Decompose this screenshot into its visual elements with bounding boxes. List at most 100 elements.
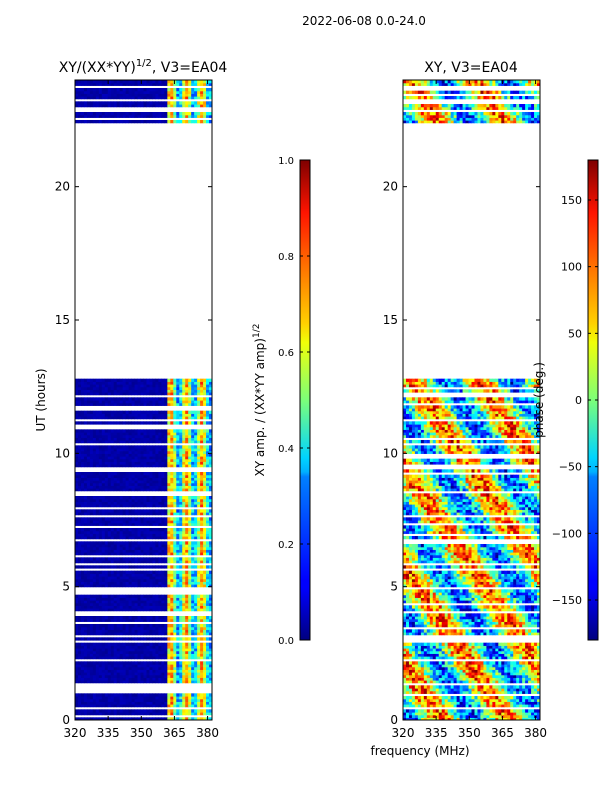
heatmap-cell [122, 698, 127, 702]
heatmap-cell [107, 450, 112, 454]
heatmap-cell [83, 701, 88, 705]
heatmap-cell [122, 120, 127, 124]
heatmap-cell [161, 656, 165, 660]
heatmap-cell [122, 552, 127, 556]
heatmap-cell [98, 632, 103, 636]
heatmap-cell [140, 450, 144, 454]
heatmap-cell [152, 624, 156, 628]
heatmap-cell [200, 546, 204, 550]
heatmap-cell [131, 557, 135, 561]
heatmap-cell [191, 512, 195, 516]
heatmap-cell [164, 661, 168, 665]
heatmap-cell [200, 381, 204, 385]
heatmap-cell [179, 474, 183, 478]
heatmap-cell [197, 704, 201, 708]
heatmap-cell [104, 421, 109, 425]
heatmap-cell [176, 448, 180, 452]
heatmap-cell [119, 600, 124, 604]
heatmap-cell [209, 450, 212, 454]
heatmap-cell [122, 653, 127, 657]
heatmap-cell [83, 378, 88, 382]
heatmap-cell [98, 597, 103, 601]
heatmap-cell [80, 413, 85, 417]
heatmap-cell [194, 576, 198, 580]
heatmap-cell [182, 114, 186, 118]
heatmap-cell [86, 397, 91, 401]
heatmap-cell [152, 504, 156, 508]
heatmap-cell [191, 677, 195, 681]
heatmap-cell [86, 570, 91, 574]
heatmap-cell [119, 565, 124, 569]
heatmap-cell [158, 93, 162, 97]
heatmap-cell [110, 498, 115, 502]
heatmap-cell [122, 434, 127, 438]
heatmap-cell [128, 421, 132, 425]
heatmap-cell [191, 653, 195, 657]
heatmap-cell [164, 120, 168, 124]
heatmap-cell [197, 696, 201, 700]
heatmap-cell [80, 696, 85, 700]
heatmap-cell [197, 672, 201, 676]
heatmap-cell [143, 618, 147, 622]
heatmap-row [75, 392, 212, 396]
heatmap-cell [107, 410, 112, 414]
heatmap-cell [131, 573, 135, 577]
heatmap-cell [95, 509, 100, 513]
heatmap-cell [158, 541, 162, 545]
heatmap-cell [104, 450, 109, 454]
heatmap-cell [158, 666, 162, 670]
heatmap-cell [95, 445, 100, 449]
heatmap-cell [80, 552, 85, 556]
heatmap-cell [134, 464, 138, 468]
heatmap-cell [104, 656, 109, 660]
heatmap-cell [116, 381, 121, 385]
heatmap-cell [77, 432, 82, 436]
heatmap-cell [77, 632, 82, 636]
heatmap-cell [182, 402, 186, 406]
heatmap-cell [134, 573, 138, 577]
heatmap-cell [83, 456, 88, 460]
heatmap-cell [176, 602, 180, 606]
heatmap-cell [116, 648, 121, 652]
heatmap-cell [116, 696, 121, 700]
heatmap-cell [143, 661, 147, 665]
heatmap-cell [95, 432, 100, 436]
heatmap-cell [164, 530, 168, 534]
heatmap-cell [143, 445, 147, 449]
heatmap-cell [179, 608, 183, 612]
heatmap-cell [131, 432, 135, 436]
heatmap-cell [197, 637, 201, 641]
heatmap-cell [113, 693, 118, 697]
heatmap-cell [209, 461, 212, 465]
heatmap-cell [98, 616, 103, 620]
heatmap-cell [119, 578, 124, 582]
heatmap-cell [191, 602, 195, 606]
heatmap-cell [170, 530, 174, 534]
heatmap-cell [146, 381, 150, 385]
heatmap-cell [80, 488, 85, 492]
heatmap-cell [113, 464, 118, 468]
heatmap-cell [131, 104, 135, 108]
heatmap-cell [155, 530, 159, 534]
heatmap-cell [131, 672, 135, 676]
heatmap-cell [143, 560, 147, 564]
heatmap-cell [122, 680, 127, 684]
heatmap-row [75, 464, 212, 468]
heatmap-cell [188, 696, 192, 700]
heatmap-cell [86, 698, 91, 702]
heatmap-cell [197, 400, 201, 404]
heatmap-cell [75, 392, 79, 396]
heatmap-cell [137, 498, 141, 502]
heatmap-cell [146, 520, 150, 524]
heatmap-cell [179, 93, 183, 97]
heatmap-cell [122, 477, 127, 481]
heatmap-cell [194, 445, 198, 449]
heatmap-cell [191, 104, 195, 108]
heatmap-cell [203, 96, 207, 100]
heatmap-cell [188, 522, 192, 526]
heatmap-cell [86, 602, 91, 606]
heatmap-cell [137, 381, 141, 385]
heatmap-cell [92, 386, 97, 390]
heatmap-cell [128, 578, 132, 582]
